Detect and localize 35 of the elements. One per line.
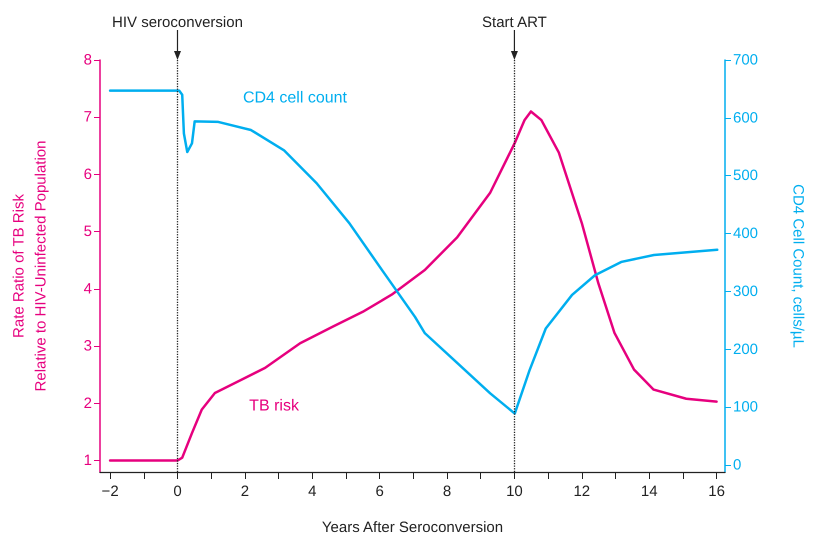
x-tick-label: 8	[442, 483, 452, 500]
y-tick-label: 3	[84, 338, 92, 355]
x-tick-label: −2	[102, 483, 119, 500]
ref-line-label: HIV seroconversion	[112, 14, 243, 31]
y2-tick-label: 200	[733, 340, 758, 358]
x-tick-label: 10	[506, 483, 523, 500]
series-label: TB risk	[249, 397, 300, 414]
y2-tick-label: 600	[733, 109, 758, 126]
y-tick-label: 1	[84, 452, 92, 470]
line-series	[108, 110, 718, 462]
series-label: CD4 cell count	[242, 90, 348, 107]
line-series	[108, 89, 718, 415]
x-tick-label: 0	[173, 483, 182, 500]
y-tick-label: 2	[84, 394, 92, 412]
ref-line-label: Start ART	[482, 14, 547, 31]
y2-tick-label: 0	[733, 456, 742, 474]
y-tick-label: 4	[84, 280, 92, 298]
y2-tick-label: 400	[733, 225, 758, 242]
y2-axis-title: CD4 Cell Count, cells/µL	[790, 184, 806, 348]
y2-tick-label: 100	[733, 398, 758, 416]
x-tick-label: 6	[375, 483, 384, 500]
y2-tick-label: 700	[733, 52, 758, 68]
y-tick-label: 8	[84, 52, 92, 68]
x-tick-label: 12	[573, 483, 590, 500]
x-axis-title: Years After Seroconversion	[322, 519, 504, 536]
y2-tick-label: 500	[733, 167, 758, 184]
y-tick-label: 6	[84, 166, 92, 183]
y-tick-label: 7	[84, 108, 92, 126]
y-tick-label: 5	[84, 223, 92, 240]
x-tick-label: 4	[308, 483, 316, 500]
x-tick-label: 2	[240, 483, 250, 500]
x-tick-label: 16	[708, 483, 725, 500]
y-axis-title: Rate Ratio of TB Risk Relative to HIV-Uninfected Population	[10, 140, 50, 392]
x-tick-label: 14	[640, 483, 658, 500]
y2-tick-label: 300	[733, 282, 758, 300]
